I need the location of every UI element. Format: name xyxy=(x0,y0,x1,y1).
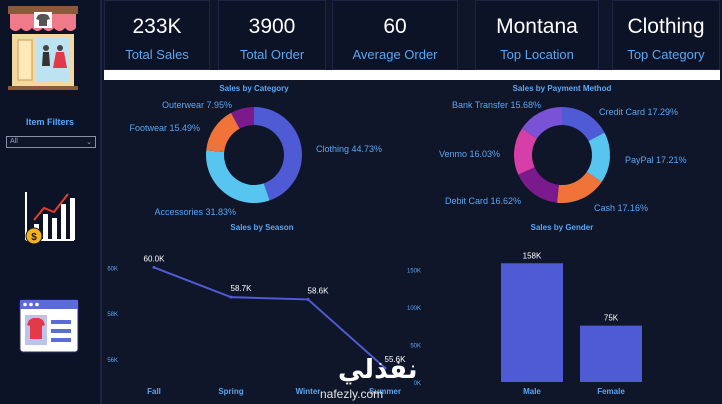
data-label: 55.6K xyxy=(385,355,407,364)
pie-slice-label: Cash 17.16% xyxy=(594,203,648,213)
y-tick-label: 60K xyxy=(107,266,118,272)
item-filter-value: All xyxy=(10,138,18,145)
y-tick-label: 150K xyxy=(407,268,421,274)
browser-shirt-icon[interactable] xyxy=(19,299,79,353)
data-label: 158K xyxy=(523,251,542,260)
kpi-label: Average Order xyxy=(352,47,438,62)
y-tick-label: 56K xyxy=(107,358,118,364)
kpi-value: 233K xyxy=(132,15,182,38)
watermark-url: nafezly.com xyxy=(320,387,384,401)
kpi-label: Total Order xyxy=(239,47,305,62)
y-tick-label: 58K xyxy=(107,312,118,318)
watermark-logo: نفذلي xyxy=(338,355,418,385)
data-label: 58.6K xyxy=(308,286,330,295)
pie-slice-label: Clothing 44.73% xyxy=(316,144,382,154)
x-tick-label: Summer xyxy=(369,387,401,396)
kpi-label: Top Location xyxy=(500,47,574,62)
chart-title: Sales by Season xyxy=(230,223,293,232)
data-point xyxy=(229,295,233,299)
kpi-value: 3900 xyxy=(248,15,296,38)
pie-slice xyxy=(518,167,559,203)
item-filter-dropdown[interactable]: All ⌄ xyxy=(6,136,96,148)
data-point xyxy=(306,297,310,301)
pie-slice xyxy=(562,107,605,142)
pie-slice xyxy=(514,128,537,175)
pie-slice xyxy=(556,171,602,203)
chevron-down-icon: ⌄ xyxy=(86,139,92,146)
y-tick-label: 100K xyxy=(407,306,421,312)
y-tick-label: 50K xyxy=(410,343,421,349)
kpi-value: 60 xyxy=(383,15,407,38)
pie-slice xyxy=(586,132,610,182)
pie-slice-label: Bank Transfer 15.68% xyxy=(452,100,541,110)
x-tick-label: Spring xyxy=(218,387,243,396)
sidebar: $ Item Filters All ⌄ xyxy=(0,0,102,404)
kpi-card-top-category: Clothing Top Category xyxy=(612,0,720,70)
pie-slice xyxy=(254,107,303,201)
series-line xyxy=(153,266,386,369)
kpi-value: Montana xyxy=(496,15,578,38)
pie-slice-label: Debit Card 16.62% xyxy=(445,196,521,206)
pie-slice xyxy=(231,107,254,129)
kpi-label: Total Sales xyxy=(125,47,189,62)
data-label: 60.0K xyxy=(144,254,166,263)
sidebar-icons: $ xyxy=(8,6,79,353)
x-tick-label: Male xyxy=(523,387,541,396)
chart-title: Sales by Gender xyxy=(531,223,594,232)
svg-text:$: $ xyxy=(31,232,37,243)
pie-slice-label: PayPal 17.21% xyxy=(625,155,687,165)
bar xyxy=(580,325,642,382)
data-point xyxy=(383,366,387,370)
pie-slice-label: Credit Card 17.29% xyxy=(599,107,678,117)
kpi-value: Clothing xyxy=(627,15,705,38)
kpi-label: Top Category xyxy=(627,47,705,62)
kpi-card-top-location: Montana Top Location xyxy=(475,0,599,70)
data-label: 58.7K xyxy=(231,284,253,293)
data-point xyxy=(152,265,156,269)
store-front-icon[interactable] xyxy=(8,6,78,90)
pie-slice-label: Footwear 15.49% xyxy=(129,123,200,133)
kpi-card-total-order: 3900 Total Order xyxy=(218,0,326,70)
pie-slice xyxy=(205,150,270,203)
chart-title: Sales by Category xyxy=(219,84,289,93)
pie-slice xyxy=(206,112,240,153)
x-tick-label: Female xyxy=(597,387,625,396)
chart-title: Sales by Payment Method xyxy=(513,84,612,93)
x-tick-label: Winter xyxy=(296,387,321,396)
kpi-card-average-order: 60 Average Order xyxy=(332,0,458,70)
header-divider xyxy=(104,70,720,80)
pie-slice-label: Venmo 16.03% xyxy=(439,149,500,159)
bar-chart-coin-icon[interactable]: $ xyxy=(25,192,75,245)
pie-slice-label: Accessories 31.83% xyxy=(154,207,236,217)
item-filters-title: Item Filters xyxy=(25,117,74,127)
pie-slice xyxy=(521,107,562,139)
bar xyxy=(501,263,563,382)
data-label: 75K xyxy=(604,314,619,323)
kpi-card-total-sales: 233K Total Sales xyxy=(104,0,210,70)
pie-slice-label: Outerwear 7.95% xyxy=(162,100,232,110)
y-tick-label: 0K xyxy=(414,381,421,387)
x-tick-label: Fall xyxy=(147,387,161,396)
